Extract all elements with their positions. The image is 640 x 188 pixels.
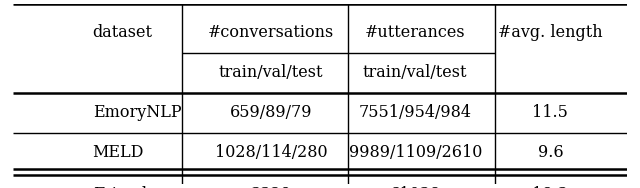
Text: #avg. length: #avg. length	[498, 24, 603, 41]
Text: 659/89/79: 659/89/79	[230, 105, 312, 121]
Text: Friends: Friends	[93, 186, 155, 188]
Text: train/val/test: train/val/test	[219, 64, 323, 81]
Text: 11.5: 11.5	[532, 105, 568, 121]
Text: 61038: 61038	[390, 186, 441, 188]
Text: #conversations: #conversations	[208, 24, 334, 41]
Text: dataset: dataset	[93, 24, 153, 41]
Text: #utterances: #utterances	[365, 24, 465, 41]
Text: 3329: 3329	[250, 186, 291, 188]
Text: 9989/1109/2610: 9989/1109/2610	[349, 144, 482, 161]
Text: 1028/114/280: 1028/114/280	[214, 144, 327, 161]
Text: 7551/954/984: 7551/954/984	[359, 105, 472, 121]
Text: EmoryNLP: EmoryNLP	[93, 105, 181, 121]
Text: MELD: MELD	[93, 144, 144, 161]
Text: 18.3: 18.3	[532, 186, 568, 188]
Text: train/val/test: train/val/test	[363, 64, 467, 81]
Text: 9.6: 9.6	[538, 144, 563, 161]
